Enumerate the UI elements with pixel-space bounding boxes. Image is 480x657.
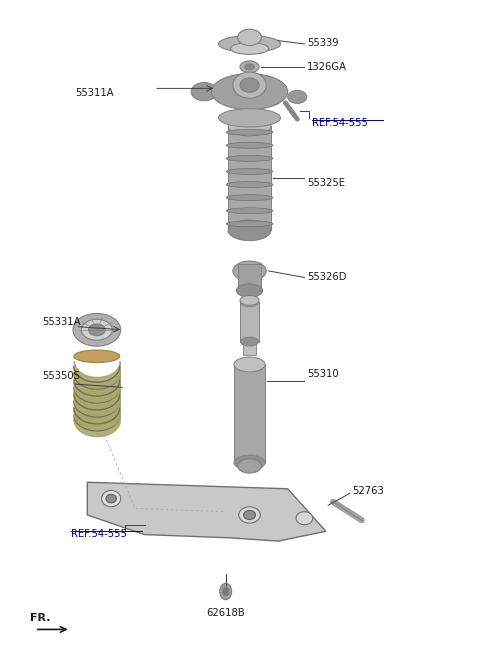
Bar — [238, 264, 262, 290]
Ellipse shape — [238, 459, 262, 473]
Text: 1326GA: 1326GA — [307, 62, 347, 72]
Ellipse shape — [230, 43, 269, 55]
Ellipse shape — [226, 181, 273, 187]
Ellipse shape — [228, 116, 271, 136]
Ellipse shape — [226, 129, 273, 135]
Ellipse shape — [233, 72, 266, 98]
Text: FR.: FR. — [30, 614, 50, 623]
Bar — [243, 289, 256, 355]
Ellipse shape — [237, 284, 263, 297]
Text: 55311A: 55311A — [75, 88, 114, 98]
Text: 52763: 52763 — [352, 486, 384, 496]
Ellipse shape — [228, 220, 271, 240]
Ellipse shape — [74, 350, 120, 363]
Ellipse shape — [240, 298, 259, 307]
Ellipse shape — [226, 169, 273, 174]
Ellipse shape — [234, 357, 265, 372]
Ellipse shape — [239, 507, 260, 523]
Text: 55339: 55339 — [307, 37, 338, 47]
Ellipse shape — [218, 108, 281, 127]
Ellipse shape — [238, 29, 262, 45]
Ellipse shape — [81, 319, 112, 340]
Ellipse shape — [233, 261, 266, 281]
Polygon shape — [87, 482, 326, 541]
Ellipse shape — [218, 35, 281, 52]
Ellipse shape — [240, 78, 259, 93]
Ellipse shape — [74, 414, 120, 426]
Text: 55350S: 55350S — [42, 371, 80, 380]
Bar — [234, 365, 265, 463]
Ellipse shape — [211, 74, 288, 110]
Ellipse shape — [226, 194, 273, 200]
Ellipse shape — [226, 156, 273, 162]
Ellipse shape — [234, 455, 265, 470]
Text: 55310: 55310 — [307, 369, 338, 379]
Ellipse shape — [240, 337, 259, 346]
Ellipse shape — [191, 83, 217, 101]
Ellipse shape — [220, 583, 232, 600]
Ellipse shape — [223, 587, 229, 596]
Ellipse shape — [288, 91, 307, 103]
Ellipse shape — [88, 324, 105, 336]
Ellipse shape — [226, 208, 273, 214]
Ellipse shape — [296, 512, 313, 525]
Bar — [240, 302, 259, 342]
Ellipse shape — [106, 494, 116, 503]
Text: 62618B: 62618B — [206, 608, 245, 618]
Text: 55326D: 55326D — [307, 273, 346, 283]
Text: 55325E: 55325E — [307, 178, 345, 189]
Ellipse shape — [226, 221, 273, 227]
Text: REF.54-555: REF.54-555 — [312, 118, 368, 128]
Bar — [228, 125, 271, 231]
Ellipse shape — [245, 64, 254, 70]
Ellipse shape — [240, 296, 259, 306]
Ellipse shape — [226, 143, 273, 148]
Ellipse shape — [102, 490, 120, 507]
Ellipse shape — [243, 510, 255, 520]
Text: REF.54-555: REF.54-555 — [71, 530, 126, 539]
Ellipse shape — [73, 313, 120, 346]
Ellipse shape — [240, 61, 259, 73]
Text: 55331A: 55331A — [42, 317, 81, 327]
